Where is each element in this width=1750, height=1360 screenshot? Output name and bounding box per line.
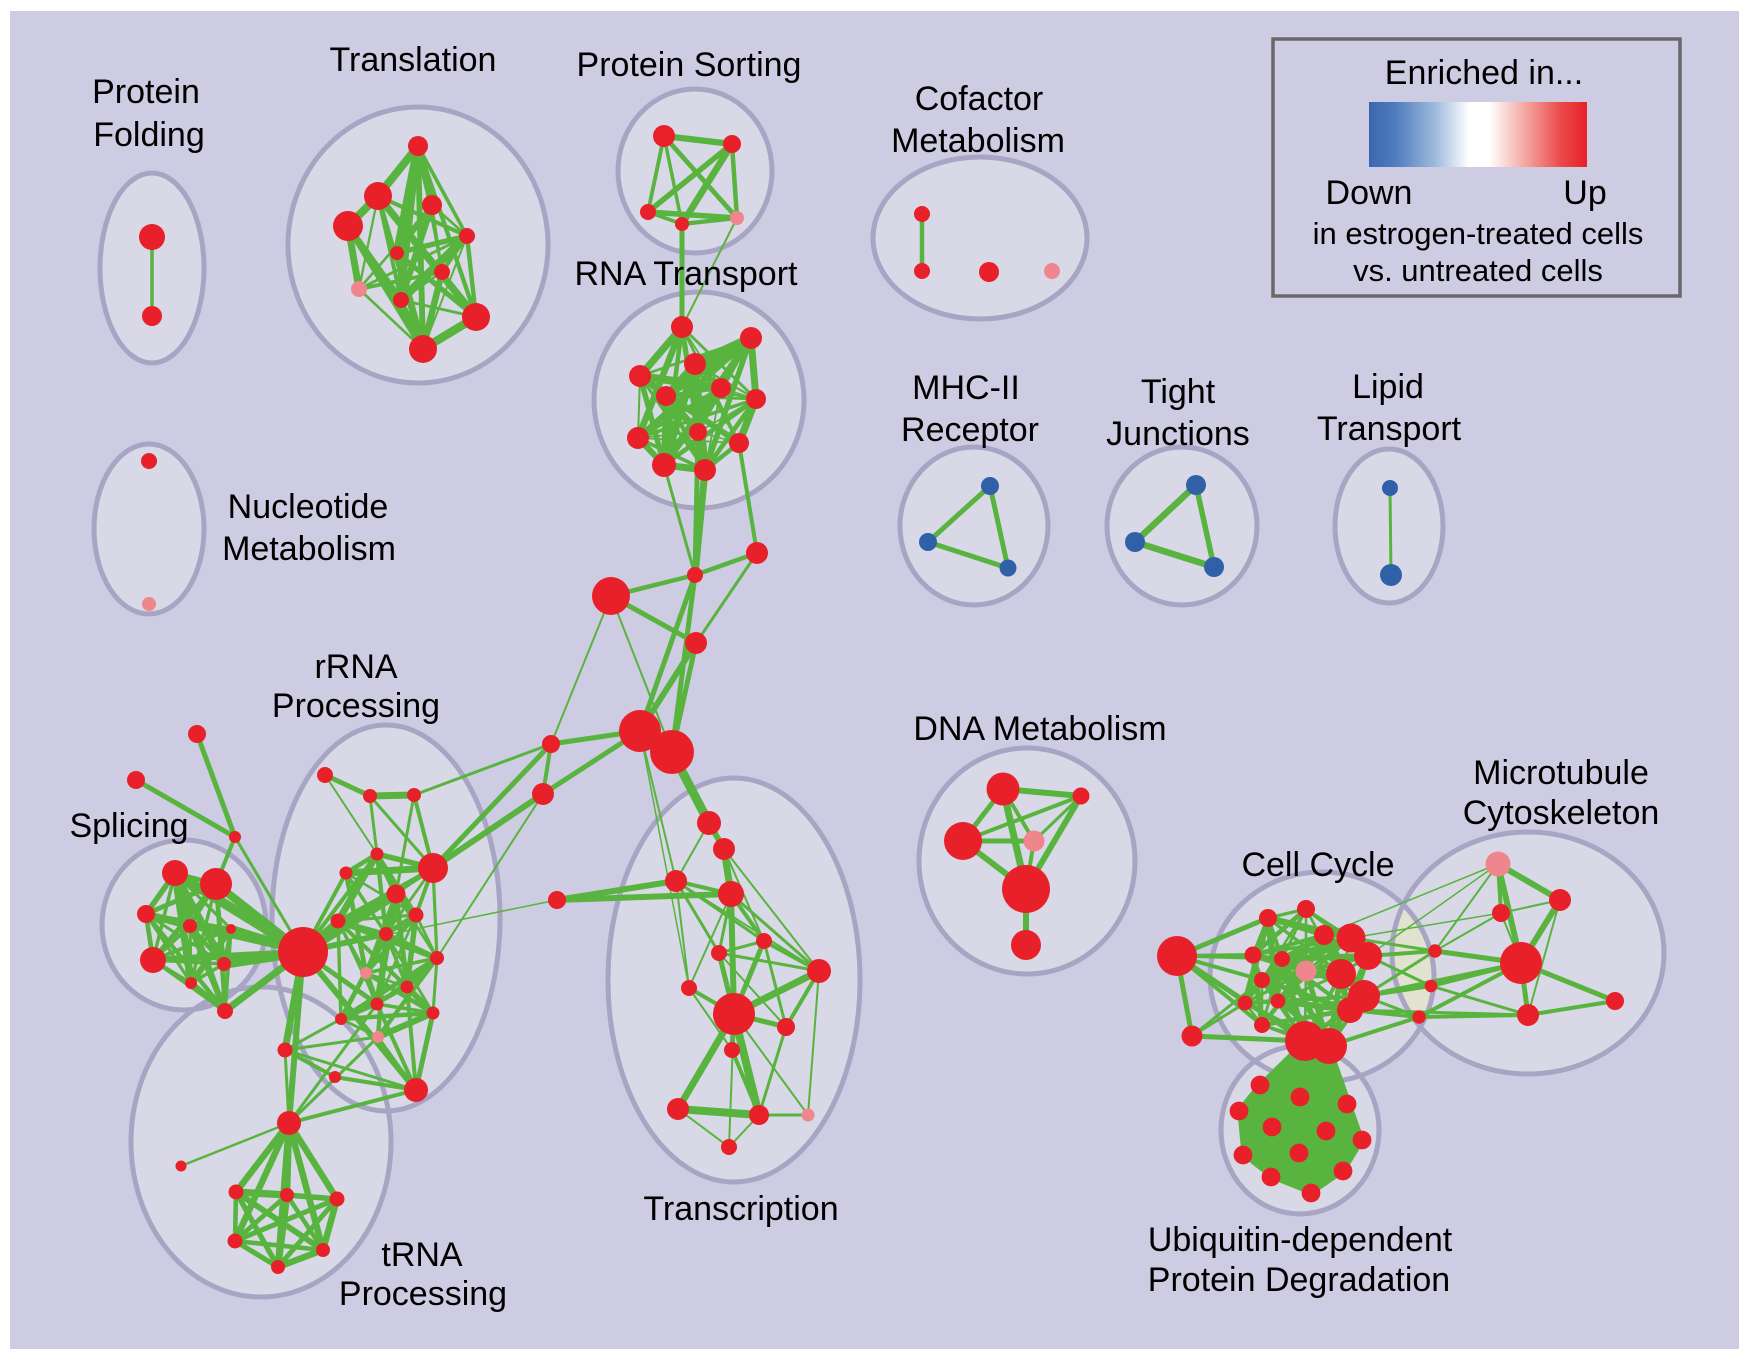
svg-text:Cell Cycle: Cell Cycle: [1241, 846, 1394, 884]
svg-text:Junctions: Junctions: [1106, 415, 1250, 453]
svg-text:tRNA: tRNA: [381, 1236, 463, 1274]
svg-text:Down: Down: [1326, 174, 1413, 212]
svg-text:Transcription: Transcription: [643, 1190, 838, 1228]
svg-text:Up: Up: [1563, 174, 1606, 212]
svg-text:Translation: Translation: [330, 41, 497, 79]
svg-text:Nucleotide: Nucleotide: [228, 488, 389, 526]
svg-text:Tight: Tight: [1141, 373, 1216, 411]
svg-text:Receptor: Receptor: [901, 411, 1039, 449]
svg-text:Metabolism: Metabolism: [891, 122, 1065, 160]
svg-text:Lipid: Lipid: [1352, 368, 1424, 406]
svg-text:Protein Sorting: Protein Sorting: [577, 46, 802, 84]
svg-text:Processing: Processing: [272, 687, 440, 725]
svg-text:Cofactor: Cofactor: [915, 80, 1044, 118]
svg-text:DNA Metabolism: DNA Metabolism: [913, 710, 1166, 748]
svg-text:Enriched in...: Enriched in...: [1385, 54, 1583, 92]
svg-text:Metabolism: Metabolism: [222, 530, 396, 568]
svg-text:RNA Transport: RNA Transport: [575, 255, 799, 293]
svg-text:in estrogen-treated cells: in estrogen-treated cells: [1313, 216, 1644, 251]
svg-text:vs. untreated cells: vs. untreated cells: [1353, 253, 1603, 288]
svg-text:Protein: Protein: [92, 73, 200, 111]
svg-text:Transport: Transport: [1317, 410, 1462, 448]
svg-text:Processing: Processing: [339, 1275, 507, 1313]
svg-text:Folding: Folding: [93, 116, 205, 154]
svg-text:Cytoskeleton: Cytoskeleton: [1463, 794, 1660, 832]
svg-text:Ubiquitin-dependent: Ubiquitin-dependent: [1148, 1221, 1453, 1259]
svg-text:Protein Degradation: Protein Degradation: [1148, 1261, 1450, 1299]
svg-text:MHC-II: MHC-II: [912, 369, 1020, 407]
svg-text:rRNA: rRNA: [314, 648, 397, 686]
svg-text:Microtubule: Microtubule: [1473, 754, 1649, 792]
svg-text:Splicing: Splicing: [69, 807, 188, 845]
